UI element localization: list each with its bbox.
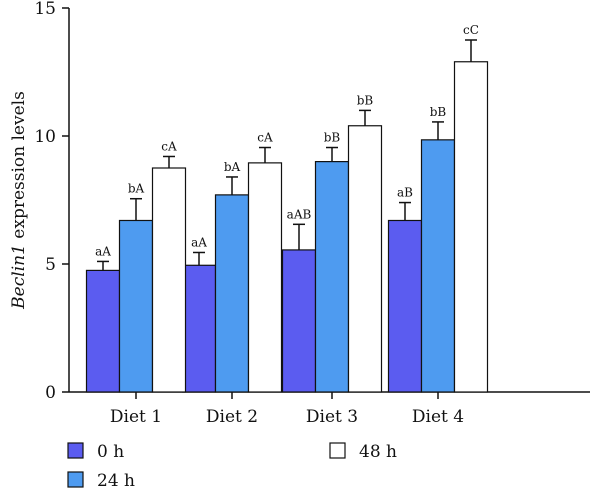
y-tick-label: 5	[45, 255, 56, 275]
bar	[247, 162, 283, 393]
y-axis-label: Beclin1 expression levels	[9, 91, 29, 310]
bar	[85, 269, 121, 393]
bar	[181, 264, 217, 393]
significance-label: bA	[224, 160, 241, 174]
legend-swatch	[329, 442, 346, 459]
significance-label: bA	[128, 182, 145, 196]
legend-swatch	[67, 471, 84, 488]
significance-label: aB	[397, 186, 413, 200]
y-tick-label: 0	[45, 383, 56, 403]
bar	[387, 219, 423, 393]
legend-swatch	[67, 442, 84, 459]
x-tick-label: Diet 4	[412, 407, 464, 427]
legend-label: 48 h	[359, 442, 397, 462]
significance-label: cA	[257, 131, 273, 145]
significance-label: aAB	[287, 207, 312, 221]
legend: 0 h 24 h 48 h	[67, 442, 397, 491]
plot-area: 0 5 10 15 Diet 1 Diet 2 Diet 3 Diet 4 aA aA aAB aB b…	[34, 0, 590, 427]
x-tick-label: Diet 1	[110, 407, 162, 427]
bar	[118, 219, 154, 393]
y-axis-label-text: expression levels	[9, 91, 29, 244]
bar	[151, 167, 187, 393]
bar	[420, 139, 456, 393]
significance-label: bB	[430, 105, 447, 119]
significance-label: bB	[324, 131, 341, 145]
y-tick-label: 10	[34, 127, 56, 147]
y-axis-label-gene: Beclin1	[9, 244, 29, 310]
y-tick-label: 15	[34, 0, 56, 19]
x-tick-label: Diet 3	[306, 407, 358, 427]
bar	[453, 61, 489, 393]
significance-label: aA	[95, 244, 111, 258]
x-tick-label: Diet 2	[206, 407, 258, 427]
bar	[314, 161, 350, 393]
significance-label: cA	[161, 139, 177, 153]
legend-label: 0 h	[97, 442, 124, 462]
significance-label: bB	[357, 93, 374, 107]
bar	[281, 249, 317, 393]
significance-label: aA	[191, 235, 207, 249]
bar	[347, 125, 383, 393]
significance-label: cC	[463, 23, 479, 37]
legend-label: 24 h	[97, 471, 135, 491]
bar	[214, 194, 250, 393]
